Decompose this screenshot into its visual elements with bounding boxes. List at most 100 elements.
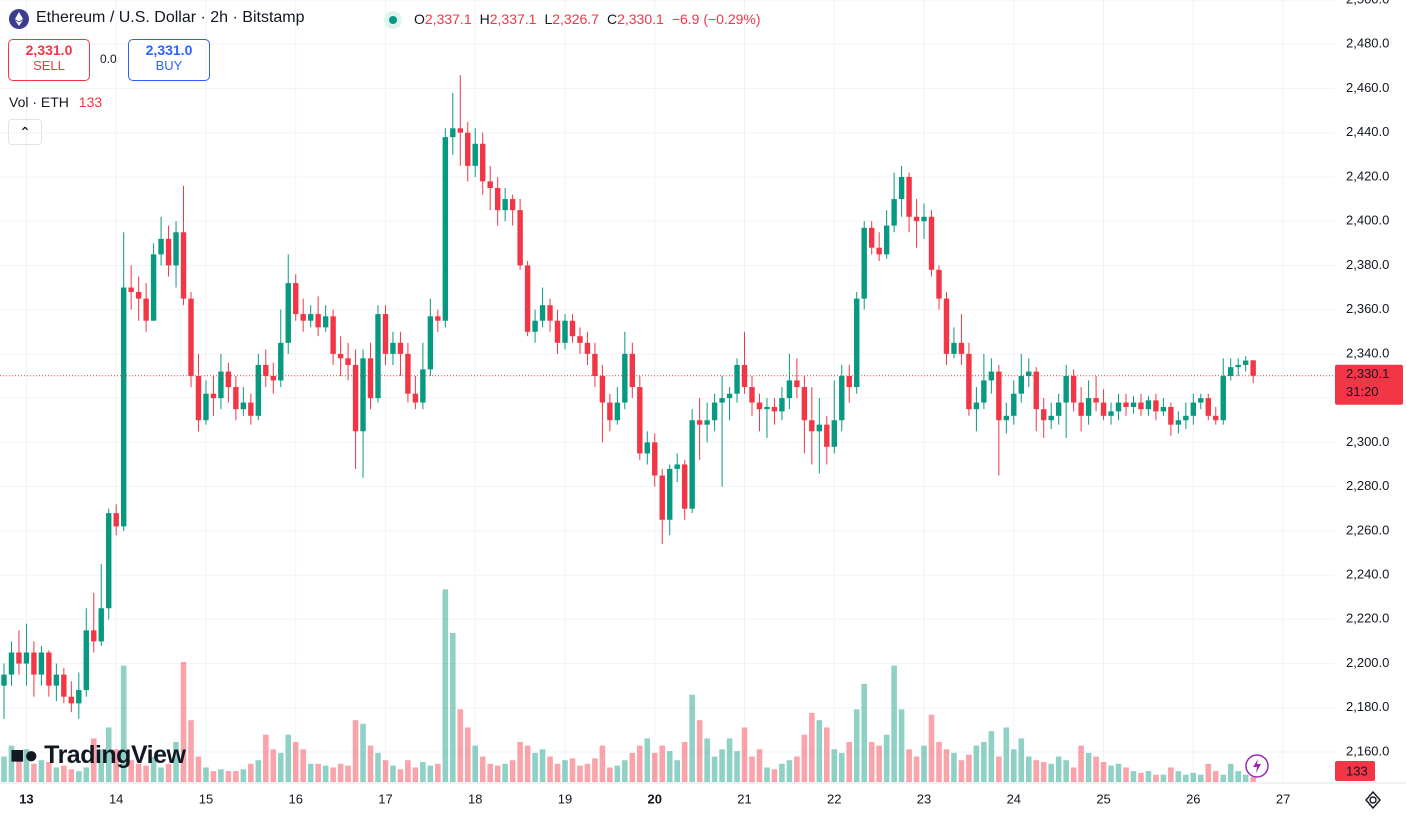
volume-bar <box>1160 774 1167 782</box>
ohlc-value: 2,337.1 <box>424 11 472 27</box>
volume-bar <box>1123 767 1129 782</box>
candle-body <box>667 468 673 520</box>
volume-bar <box>173 742 179 782</box>
volume-bar <box>397 769 404 782</box>
volume-bar <box>38 760 45 782</box>
volume-bar <box>203 767 209 782</box>
volume-bar <box>188 720 194 782</box>
volume-bar <box>981 742 987 782</box>
volume-bar <box>23 749 30 782</box>
volume-bar <box>76 771 82 782</box>
volume-bar <box>1130 771 1137 782</box>
volume-bar <box>285 734 292 782</box>
y-tick-label: 2,300.0 <box>1346 434 1389 449</box>
volume-bar <box>734 751 740 782</box>
volume-bar <box>861 683 867 782</box>
volume-bar <box>494 765 501 782</box>
candle-body <box>427 316 434 370</box>
volume-bar <box>233 771 239 782</box>
volume-legend: Vol · ETH 133 <box>9 94 102 110</box>
lightning-button[interactable] <box>1244 753 1270 779</box>
candle-body <box>248 402 254 416</box>
volume-bar <box>966 754 972 782</box>
last-volume-box <box>1335 761 1375 781</box>
volume-bar <box>801 734 808 782</box>
candle-body <box>1183 415 1189 421</box>
ohlc-key: L <box>544 11 553 27</box>
candle-body <box>8 652 15 675</box>
y-tick-label: 2,480.0 <box>1346 36 1389 51</box>
candle-body <box>539 305 546 321</box>
candle-body <box>270 376 276 381</box>
tradingview-logo[interactable]: ■● TradingView <box>10 741 186 769</box>
candle-body <box>106 513 112 609</box>
volume-bar <box>263 734 269 782</box>
volume-bar <box>524 745 531 782</box>
volume-bar <box>809 712 815 782</box>
volume-bar <box>681 742 688 782</box>
settings-button[interactable] <box>1363 790 1383 810</box>
candle-body <box>203 393 209 421</box>
volume-bar <box>128 760 134 782</box>
volume-bar <box>1183 774 1189 782</box>
candle-body <box>704 420 710 425</box>
volume-bar <box>936 742 942 782</box>
y-tick-label: 2,460.0 <box>1346 80 1389 95</box>
volume-bar <box>292 742 299 782</box>
x-tick-label: 22 <box>827 791 841 806</box>
x-tick-label: 27 <box>1276 791 1290 806</box>
volume-bar <box>666 751 673 782</box>
volume-bar <box>674 760 680 782</box>
volume-bar <box>330 767 336 782</box>
x-tick-label: 18 <box>468 791 482 806</box>
candle-body <box>584 342 591 354</box>
volume-bar <box>1168 767 1174 782</box>
volume-bar <box>1093 756 1099 782</box>
candle-body <box>898 176 905 200</box>
volume-bar <box>711 756 718 782</box>
candle-body <box>405 353 411 394</box>
sell-button[interactable]: 2,331.0 SELL <box>8 39 90 81</box>
candle-body <box>846 376 852 388</box>
volume-bar <box>53 767 60 782</box>
price-axis-bg <box>1335 0 1406 822</box>
volume-bar <box>786 760 793 782</box>
candle-body <box>547 305 553 321</box>
volume-bar <box>719 749 725 782</box>
y-tick-label: 2,400.0 <box>1346 213 1389 228</box>
volume-bar <box>315 763 321 782</box>
volume-bar <box>1070 767 1077 782</box>
candle-body <box>173 232 179 266</box>
volume-bar <box>8 745 15 782</box>
volume-bar <box>1025 756 1032 782</box>
volume-bar <box>1115 763 1122 782</box>
buy-button[interactable]: 2,331.0 BUY <box>128 39 210 81</box>
last-price-label: 2,330.1 <box>1346 366 1389 381</box>
candle-body <box>958 342 965 354</box>
market-status[interactable] <box>383 10 403 30</box>
candle-body <box>1228 367 1234 377</box>
candle-body <box>517 210 523 266</box>
candle-body <box>876 247 882 255</box>
volume-bar <box>951 752 957 782</box>
collapse-button[interactable]: ⌃ <box>8 119 42 145</box>
candle-body <box>973 402 980 410</box>
volume-bar <box>1063 760 1069 782</box>
volume-bar <box>1227 763 1234 782</box>
candle-body <box>98 608 104 642</box>
candle-body <box>1085 398 1092 416</box>
candle-body <box>255 364 262 416</box>
volume-bar <box>921 745 927 782</box>
volume-bar <box>1190 772 1197 782</box>
symbol-title[interactable]: Ethereum / U.S. Dollar · 2h · Bitstamp <box>36 9 305 26</box>
volume-bar <box>68 769 75 782</box>
volume-bar <box>1078 745 1084 782</box>
volume-bar <box>464 727 471 782</box>
y-tick-label: 2,440.0 <box>1346 124 1389 139</box>
volume-bar <box>352 720 359 782</box>
countdown-label: 31:20 <box>1346 384 1379 399</box>
candle-body <box>360 358 366 432</box>
volume-bar <box>1040 762 1047 782</box>
ohlc-key: H <box>479 11 490 27</box>
